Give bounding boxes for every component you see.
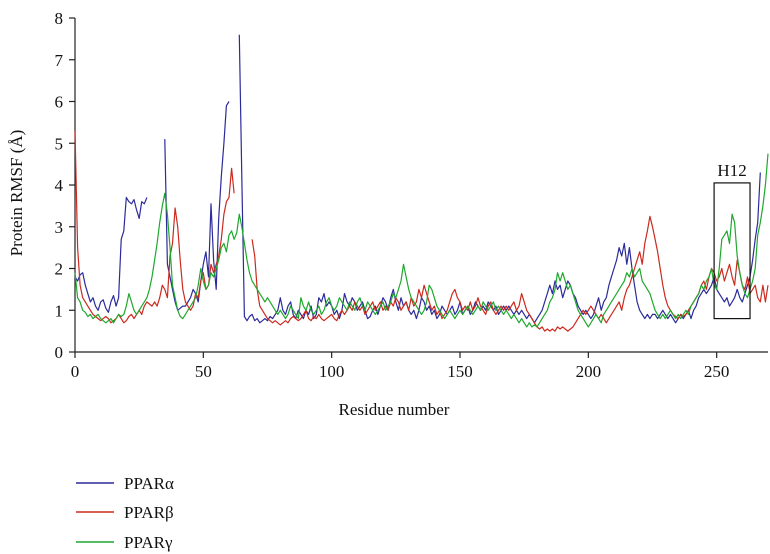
y-tick-label: 8 <box>55 9 64 28</box>
legend-item-ppar-gamma: PPARγ <box>76 533 173 552</box>
x-axis-title: Residue number <box>339 400 450 419</box>
series-line-ppar-alpha <box>74 196 148 313</box>
chart-axes <box>74 18 768 353</box>
y-tick-label: 3 <box>55 218 64 237</box>
y-tick-label: 6 <box>55 93 64 112</box>
y-tick-label: 2 <box>55 260 64 279</box>
x-tick-label: 150 <box>447 362 473 381</box>
annotation-group: H12 <box>713 161 751 320</box>
x-ticks: 0 50 100 150 200 250 <box>71 352 730 381</box>
y-axis-title: Protein RMSF (Å) <box>7 130 26 257</box>
legend-label-ppar-alpha: PPARα <box>124 474 174 493</box>
x-tick-label: 250 <box>704 362 730 381</box>
y-ticks: 0 1 2 3 4 5 6 7 8 <box>55 9 75 362</box>
y-tick-label: 0 <box>55 343 64 362</box>
x-tick-label: 200 <box>576 362 602 381</box>
x-tick-label: 50 <box>195 362 212 381</box>
series-line-ppar-alpha <box>164 101 230 311</box>
y-tick-label: 5 <box>55 134 64 153</box>
series-line-ppar-gamma <box>74 153 769 328</box>
h12-box <box>713 182 751 320</box>
legend-item-ppar-alpha: PPARα <box>76 474 174 493</box>
series-line-ppar-beta <box>251 215 769 332</box>
x-tick-label: 100 <box>319 362 345 381</box>
series-lines <box>74 34 769 332</box>
legend: PPARα PPARβ PPARγ <box>76 474 174 552</box>
y-tick-label: 4 <box>55 176 64 195</box>
legend-label-ppar-beta: PPARβ <box>124 503 174 522</box>
x-tick-label: 0 <box>71 362 80 381</box>
series-line-ppar-alpha <box>238 34 761 324</box>
h12-label: H12 <box>717 161 746 180</box>
legend-label-ppar-gamma: PPARγ <box>124 533 173 552</box>
legend-item-ppar-beta: PPARβ <box>76 503 174 522</box>
y-tick-label: 7 <box>55 51 64 70</box>
y-tick-label: 1 <box>55 301 64 320</box>
